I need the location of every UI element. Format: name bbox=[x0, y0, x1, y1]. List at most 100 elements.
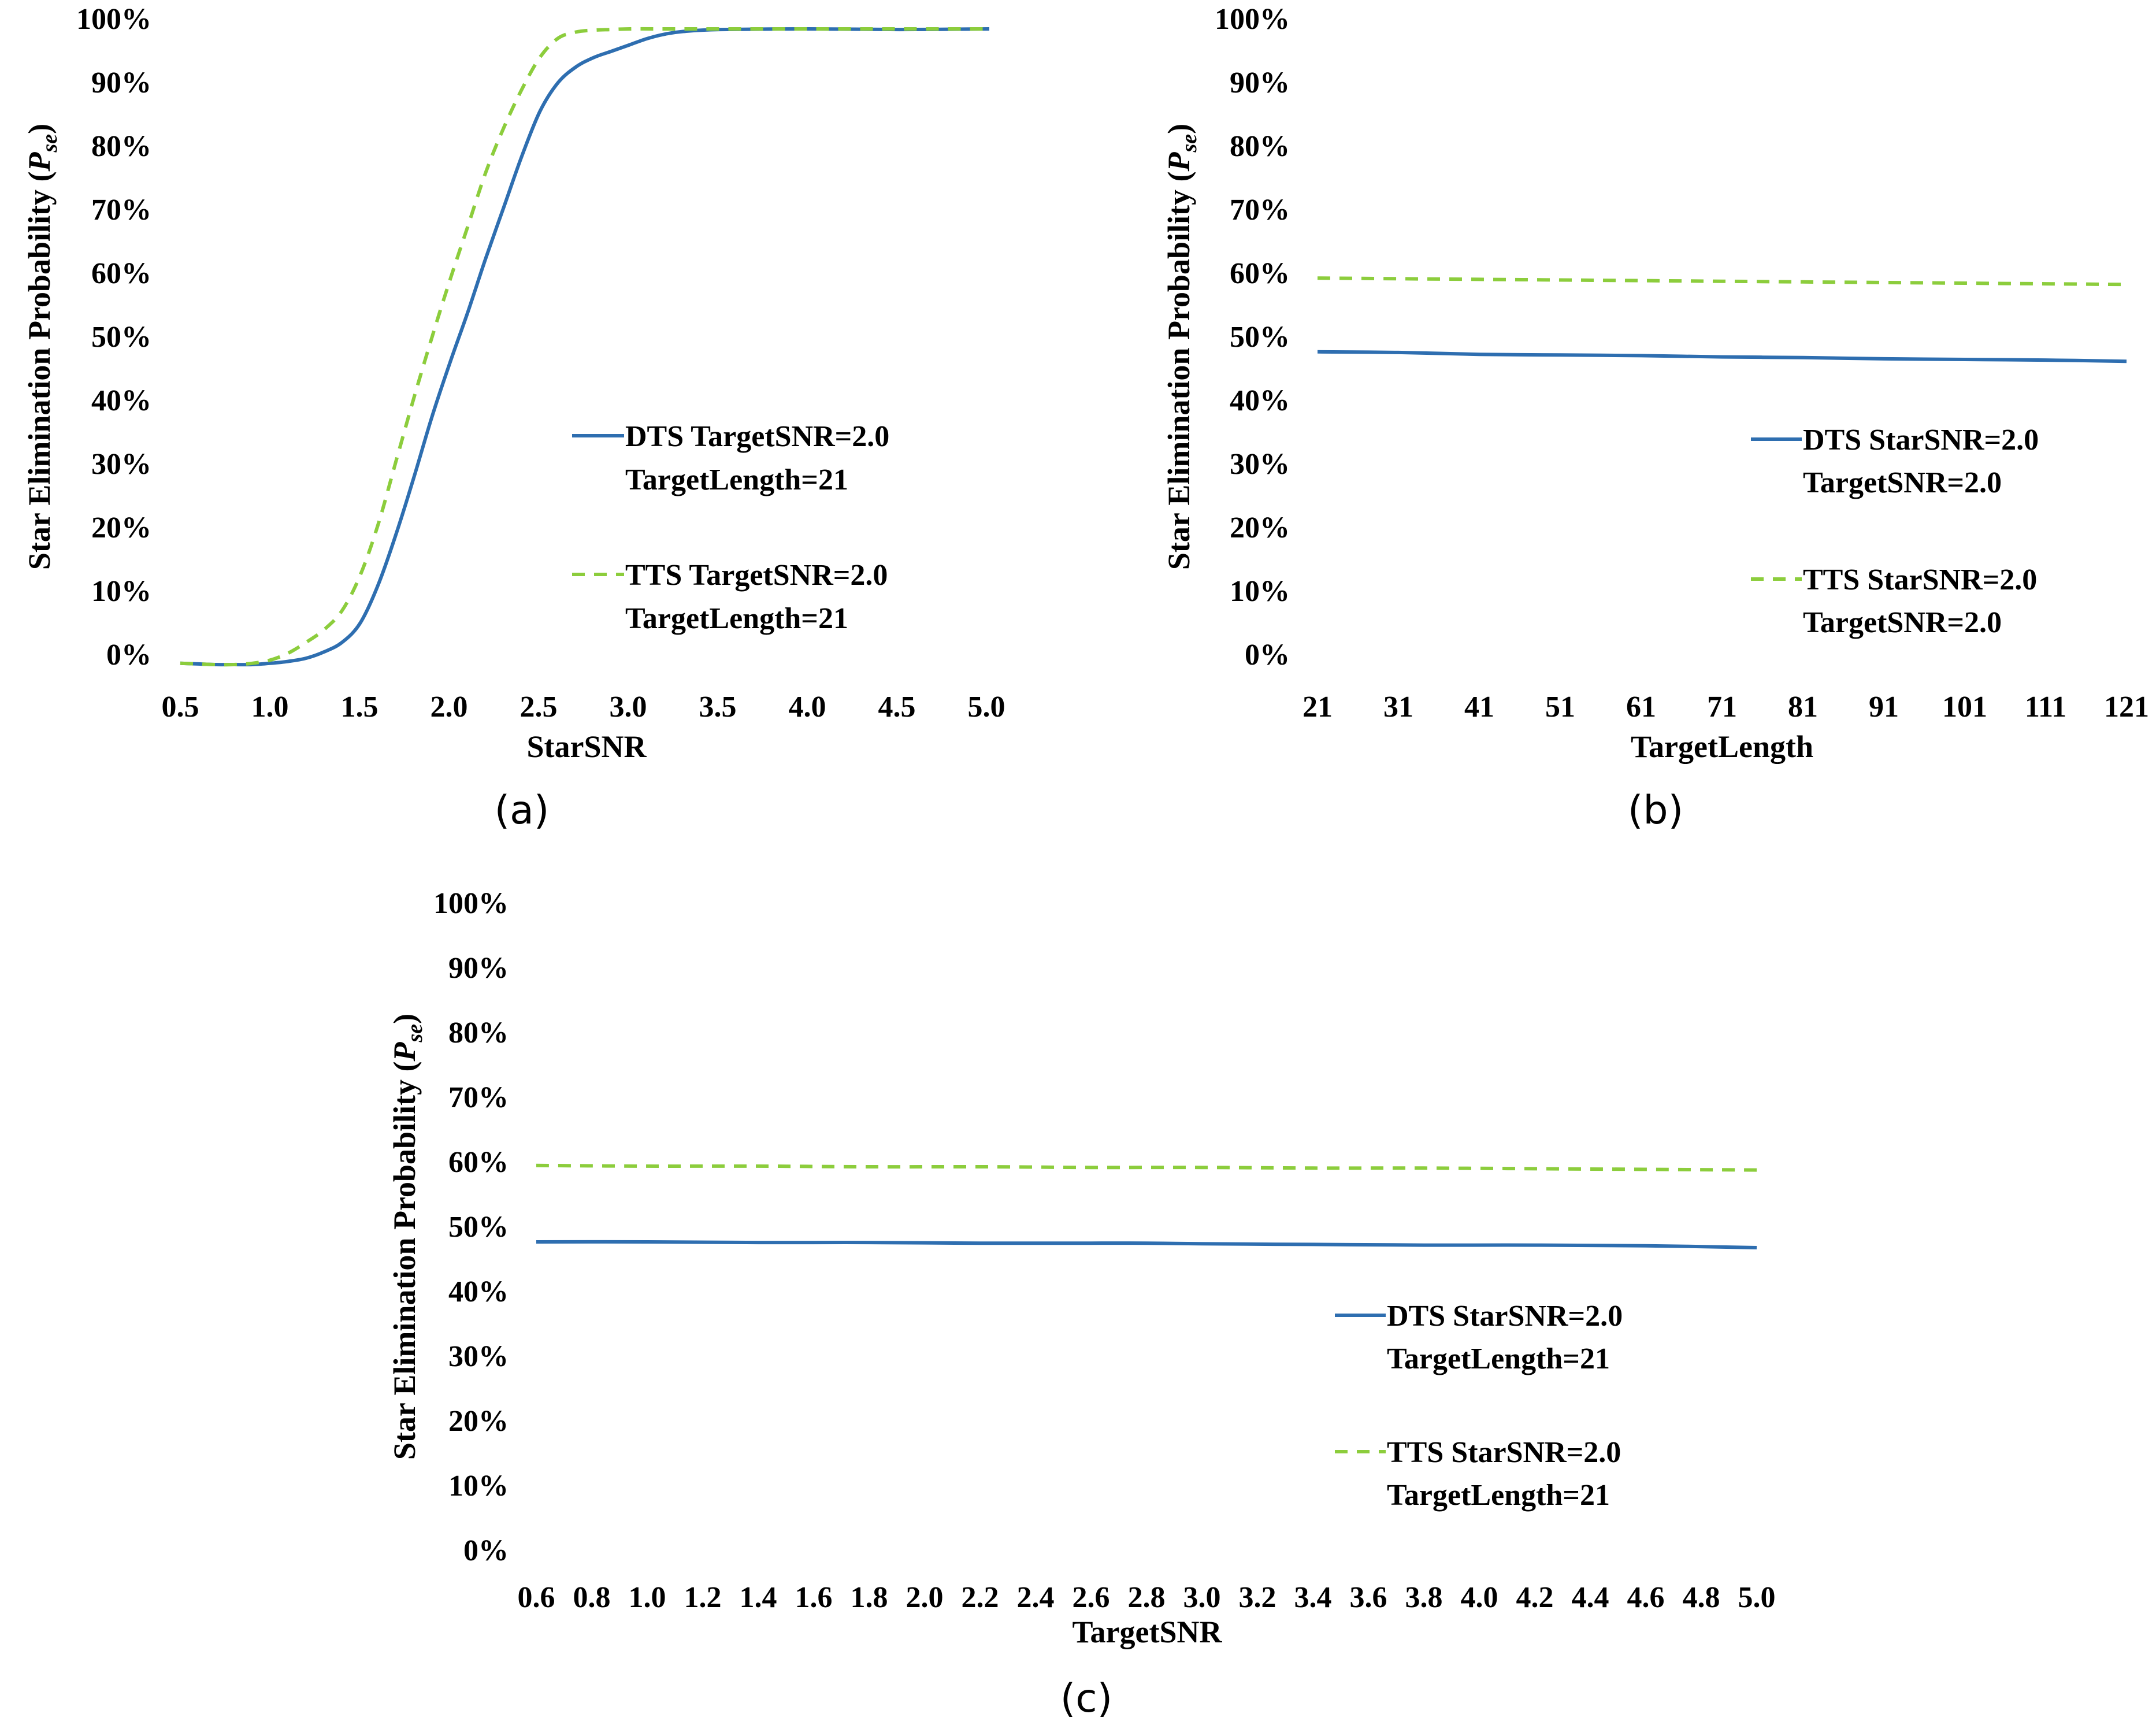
legend: DTS StarSNR=2.0 TargetSNR=2.0 TTS StarSN… bbox=[1751, 424, 2039, 639]
x-tick-label: 1.2 bbox=[684, 1581, 722, 1614]
legend: DTS TargetSNR=2.0 TargetLength=21 TTS Ta… bbox=[572, 420, 889, 635]
y-tick-label: 0% bbox=[1245, 639, 1290, 672]
y-tick-label: 30% bbox=[91, 448, 151, 481]
legend-label-dts-line2: TargetSNR=2.0 bbox=[1803, 466, 2002, 499]
x-tick-label: 2.6 bbox=[1073, 1581, 1110, 1614]
dts-series-line bbox=[180, 27, 990, 667]
y-tick-label: 100% bbox=[433, 887, 509, 920]
x-tick-label: 101 bbox=[1942, 691, 1987, 724]
x-tick-label: 1.0 bbox=[629, 1581, 666, 1614]
legend-label-tts: TTS TargetSNR=2.0 bbox=[625, 559, 888, 592]
x-tick-label: 61 bbox=[1626, 691, 1656, 724]
y-tick-label: 0% bbox=[463, 1534, 509, 1567]
x-tick-label: 5.0 bbox=[968, 691, 1005, 724]
plot-area bbox=[536, 1163, 1757, 1249]
y-tick-label: 70% bbox=[91, 194, 151, 227]
x-tick-label: 1.0 bbox=[251, 691, 289, 724]
x-tick-label: 4.5 bbox=[878, 691, 916, 724]
x-tick-label: 4.4 bbox=[1572, 1581, 1609, 1614]
legend-label-tts: TTS StarSNR=2.0 bbox=[1387, 1436, 1621, 1469]
tts-series-line bbox=[536, 1163, 1757, 1172]
y-tick-label: 30% bbox=[1230, 448, 1290, 481]
y-tick-label: 20% bbox=[1230, 511, 1290, 544]
y-tick-label: 90% bbox=[91, 66, 151, 99]
y-tick-label: 40% bbox=[91, 384, 151, 417]
y-tick-label: 10% bbox=[448, 1470, 509, 1503]
y-tick-label: 20% bbox=[91, 511, 151, 544]
x-tick-label: 2.0 bbox=[906, 1581, 944, 1614]
y-tick-label: 20% bbox=[448, 1405, 509, 1438]
x-tick-label: 3.8 bbox=[1405, 1581, 1443, 1614]
y-axis-title: Star Elimination Probability (Pse) bbox=[387, 1014, 427, 1460]
x-tick-label: 3.0 bbox=[610, 691, 647, 724]
x-tick-label: 1.8 bbox=[851, 1581, 888, 1614]
x-tick-label: 3.4 bbox=[1294, 1581, 1332, 1614]
x-tick-label: 4.0 bbox=[1461, 1581, 1498, 1614]
panel-a: 0% 10% 20% 30% 40% 50% 60% 70% 80% 90% 1… bbox=[22, 3, 1005, 833]
x-tick-label: 4.6 bbox=[1627, 1581, 1665, 1614]
x-tick-label: 0.6 bbox=[518, 1581, 555, 1614]
x-tick-labels: 0.5 1.0 1.5 2.0 2.5 3.0 3.5 4.0 4.5 5.0 bbox=[162, 691, 1005, 724]
x-tick-label: 2.0 bbox=[431, 691, 468, 724]
x-tick-label: 3.5 bbox=[699, 691, 737, 724]
x-tick-label: 4.2 bbox=[1516, 1581, 1554, 1614]
x-tick-label: 1.4 bbox=[740, 1581, 777, 1614]
legend: DTS StarSNR=2.0 TargetLength=21 TTS Star… bbox=[1335, 1300, 1623, 1512]
x-tick-label: 91 bbox=[1869, 691, 1899, 724]
caption-c: (c) bbox=[1060, 1676, 1112, 1722]
x-tick-label: 5.0 bbox=[1738, 1581, 1776, 1614]
y-tick-label: 60% bbox=[91, 257, 151, 290]
legend-label-dts: DTS TargetSNR=2.0 bbox=[625, 420, 889, 453]
y-tick-label: 70% bbox=[448, 1081, 509, 1114]
y-tick-label: 80% bbox=[1230, 130, 1290, 163]
legend-label-dts-line2: TargetLength=21 bbox=[1387, 1342, 1610, 1375]
y-tick-labels: 0% 10% 20% 30% 40% 50% 60% 70% 80% 90% 1… bbox=[433, 887, 509, 1567]
legend-label-tts: TTS StarSNR=2.0 bbox=[1803, 563, 2037, 596]
tts-series-line bbox=[180, 27, 989, 667]
x-tick-label: 2.4 bbox=[1017, 1581, 1055, 1614]
y-tick-label: 50% bbox=[1230, 321, 1290, 354]
dts-series-line bbox=[536, 1240, 1757, 1249]
x-tick-label: 2.5 bbox=[520, 691, 558, 724]
x-tick-label: 21 bbox=[1302, 691, 1333, 724]
x-tick-label: 81 bbox=[1788, 691, 1818, 724]
plot-area bbox=[180, 27, 990, 667]
legend-label-tts-line2: TargetSNR=2.0 bbox=[1803, 606, 2002, 639]
y-tick-label: 30% bbox=[448, 1340, 509, 1373]
y-tick-label: 50% bbox=[448, 1211, 509, 1244]
x-tick-label: 121 bbox=[2104, 691, 2149, 724]
x-axis-title: StarSNR bbox=[526, 729, 647, 764]
x-tick-label: 2.2 bbox=[962, 1581, 999, 1614]
x-tick-label: 3.6 bbox=[1350, 1581, 1387, 1614]
legend-label-tts-line2: TargetLength=21 bbox=[1387, 1479, 1610, 1512]
x-tick-label: 4.0 bbox=[789, 691, 826, 724]
x-tick-label: 71 bbox=[1707, 691, 1737, 724]
x-tick-label: 41 bbox=[1464, 691, 1494, 724]
x-tick-label: 3.2 bbox=[1239, 1581, 1276, 1614]
x-tick-label: 1.6 bbox=[795, 1581, 833, 1614]
y-tick-label: 0% bbox=[106, 639, 151, 672]
y-tick-label: 70% bbox=[1230, 194, 1290, 227]
x-tick-label: 31 bbox=[1383, 691, 1413, 724]
y-tick-label: 60% bbox=[1230, 257, 1290, 290]
y-tick-label: 90% bbox=[1230, 66, 1290, 99]
y-tick-label: 100% bbox=[76, 3, 151, 36]
x-tick-label: 0.5 bbox=[162, 691, 199, 724]
y-tick-label: 40% bbox=[448, 1275, 509, 1308]
dts-series-line bbox=[1317, 350, 2127, 363]
panel-b: 0% 10% 20% 30% 40% 50% 60% 70% 80% 90% 1… bbox=[1162, 3, 2149, 833]
y-tick-label: 10% bbox=[1230, 575, 1290, 608]
x-tick-label: 3.0 bbox=[1183, 1581, 1221, 1614]
y-tick-label: 100% bbox=[1215, 3, 1290, 36]
x-axis-title: TargetLength bbox=[1631, 729, 1813, 764]
legend-label-dts: DTS StarSNR=2.0 bbox=[1803, 424, 2039, 457]
x-tick-label: 51 bbox=[1545, 691, 1575, 724]
y-tick-labels: 0% 10% 20% 30% 40% 50% 60% 70% 80% 90% 1… bbox=[76, 3, 151, 672]
y-tick-label: 80% bbox=[448, 1017, 509, 1049]
legend-label-tts-line2: TargetLength=21 bbox=[625, 602, 848, 635]
x-tick-label: 0.8 bbox=[573, 1581, 611, 1614]
x-tick-label: 1.5 bbox=[341, 691, 378, 724]
y-axis-title: Star Elimination Probability (Pse) bbox=[1162, 124, 1201, 570]
x-axis-title: TargetSNR bbox=[1072, 1615, 1222, 1649]
